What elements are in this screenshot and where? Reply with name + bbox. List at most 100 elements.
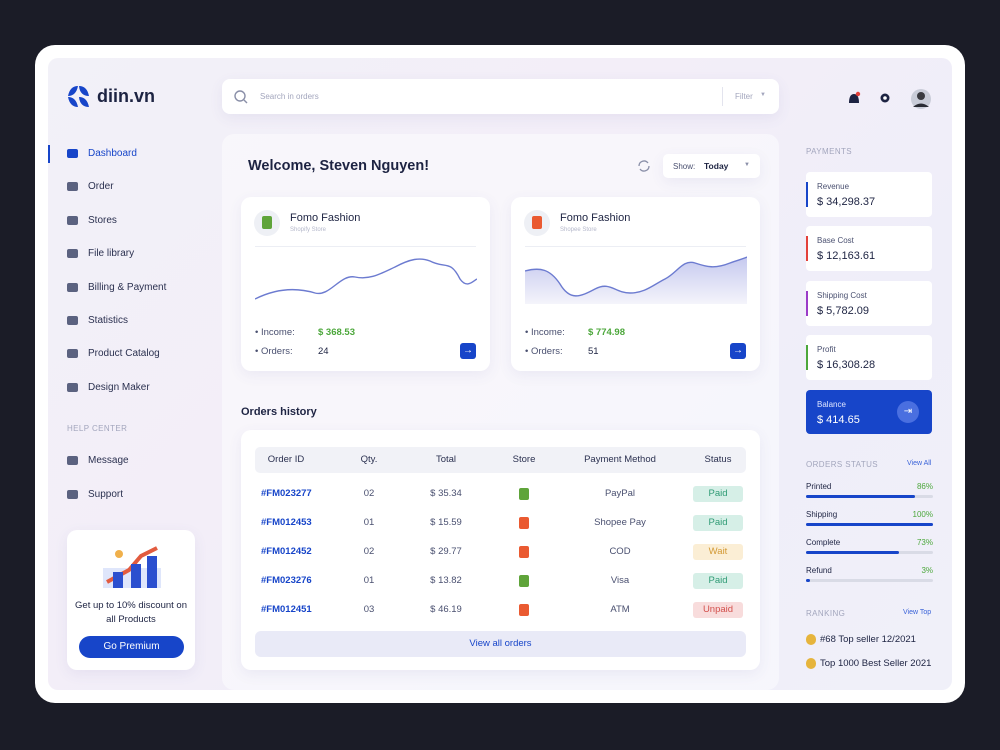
- nav-icon: [67, 182, 78, 191]
- sparkline: [525, 256, 747, 304]
- view-all-link[interactable]: View All: [907, 460, 932, 467]
- status-badge: Wait: [693, 544, 743, 560]
- order-id[interactable]: #FM023276: [261, 575, 312, 586]
- status-label: Printed: [806, 482, 832, 491]
- column-header: Order ID: [267, 454, 305, 465]
- store-name: Fomo Fashion: [560, 212, 631, 224]
- status-badge: Paid: [693, 486, 743, 502]
- store-platform: Shopify Store: [290, 227, 327, 233]
- promo-card: Get up to 10% discount on all Products G…: [67, 530, 195, 670]
- column-header: Total: [435, 454, 457, 465]
- column-header: Payment Method: [584, 454, 656, 465]
- income-label-text: Income:: [530, 327, 565, 338]
- section-title: PAYMENTS: [806, 147, 853, 156]
- status-badge: Unpaid: [693, 602, 743, 618]
- help-item[interactable]: Support: [88, 489, 124, 500]
- accent-bar: [806, 182, 808, 207]
- table-cell: PayPal: [604, 488, 636, 499]
- logo-text[interactable]: diin.vn: [97, 86, 155, 106]
- orders-label: • Orders:: [255, 346, 293, 357]
- store-card: Fomo Fashion Shopee Store • Income: $ 77…: [511, 197, 760, 371]
- nav-icon: [67, 349, 78, 358]
- nav-item[interactable]: Design Maker: [88, 382, 150, 393]
- section-title: HELP CENTER: [67, 424, 128, 433]
- ranking-item: Top 1000 Best Seller 2021: [820, 658, 932, 669]
- table-cell: 01: [363, 517, 375, 528]
- help-item[interactable]: Message: [88, 455, 129, 466]
- status-label: Complete: [806, 538, 841, 547]
- table-cell: Visa: [610, 575, 630, 586]
- order-id[interactable]: #FM012451: [261, 604, 312, 615]
- show-value: Today: [704, 161, 729, 171]
- nav-item[interactable]: Billing & Payment: [88, 282, 167, 293]
- select-caret: ▼: [744, 162, 750, 168]
- status-badge: Paid: [693, 515, 743, 531]
- period-select[interactable]: Show: Today ▼: [663, 154, 760, 178]
- nav-item[interactable]: Order: [88, 181, 114, 192]
- nav-icon: [67, 383, 78, 392]
- order-id[interactable]: #FM023277: [261, 488, 312, 499]
- withdraw-button[interactable]: ⇥: [897, 401, 919, 423]
- progress-fill: [806, 523, 933, 526]
- store-icon: [519, 488, 529, 500]
- order-id[interactable]: #FM012452: [261, 546, 312, 557]
- income-value: $ 368.53: [318, 327, 355, 338]
- view-all-orders-button[interactable]: View all orders: [255, 631, 746, 657]
- show-label: Show:: [673, 162, 696, 171]
- progress-track: [806, 579, 933, 582]
- orders-table: View all orders Order ID Qty. Total Store Pa…: [241, 430, 760, 670]
- payment-label: Base Cost: [817, 236, 854, 245]
- payment-value: $ 34,298.37: [817, 196, 876, 208]
- filter-label[interactable]: Filter: [735, 92, 753, 101]
- store-open-button[interactable]: →: [730, 343, 746, 359]
- filter-caret: ▼: [760, 92, 766, 98]
- nav-item[interactable]: File library: [88, 248, 135, 259]
- help-icon: [67, 456, 78, 465]
- accent-bar: [806, 236, 808, 261]
- logo-icon: [68, 86, 89, 107]
- nav-item[interactable]: Stores: [88, 215, 117, 226]
- progress-fill: [806, 579, 810, 582]
- income-label-text: Income:: [260, 327, 295, 338]
- table-cell: $ 13.82: [430, 575, 462, 586]
- payment-value: $ 16,308.28: [817, 359, 876, 371]
- income-label: • Income:: [525, 327, 565, 338]
- refresh-icon[interactable]: [637, 159, 651, 173]
- store-name: Fomo Fashion: [290, 212, 361, 224]
- store-card: Fomo Fashion Shopify Store • Income: $ 3…: [241, 197, 490, 371]
- nav-item[interactable]: Statistics: [88, 315, 129, 326]
- view-top-link[interactable]: View Top: [903, 609, 932, 616]
- nav-icon: [67, 283, 78, 292]
- order-id[interactable]: #FM012453: [261, 517, 312, 528]
- status-percent: 100%: [912, 510, 933, 519]
- payment-value: $ 12,163.61: [817, 250, 876, 262]
- search-bar[interactable]: Search in orders Filter ▼: [222, 79, 779, 114]
- payment-card: Base Cost $ 12,163.61: [806, 226, 932, 271]
- divider: [722, 87, 723, 106]
- nav-icon: [67, 316, 78, 325]
- payment-card: Profit $ 16,308.28: [806, 335, 932, 380]
- store-open-button[interactable]: →: [460, 343, 476, 359]
- store-icon: [519, 546, 529, 558]
- shopee-icon: [532, 216, 542, 229]
- payment-label: Shipping Cost: [817, 291, 867, 300]
- help-icon: [67, 490, 78, 499]
- divider: [525, 246, 746, 247]
- table-cell: ATM: [610, 604, 630, 615]
- column-header: Status: [704, 454, 732, 465]
- store-icon: [519, 604, 529, 616]
- table-cell: 03: [363, 604, 375, 615]
- medal-icon: [806, 634, 816, 645]
- medal-icon: [806, 658, 816, 669]
- nav-icon: [67, 149, 78, 158]
- table-cell: 02: [363, 546, 375, 557]
- nav-item[interactable]: Dashboard: [88, 148, 137, 159]
- nav-item[interactable]: Product Catalog: [88, 348, 160, 359]
- section-title: Orders history: [241, 406, 317, 418]
- payment-value: $ 5,782.09: [817, 305, 869, 317]
- premium-button[interactable]: Go Premium: [79, 636, 184, 658]
- welcome-title: Welcome, Steven Nguyen!: [248, 158, 430, 174]
- status-label: Shipping: [806, 510, 838, 519]
- promo-text: Get up to 10% discount on all Products: [75, 600, 187, 625]
